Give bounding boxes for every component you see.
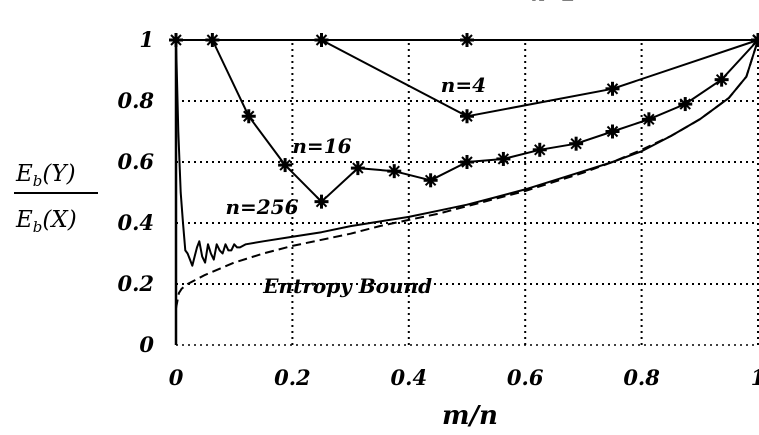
x-tick-label: 0.8 xyxy=(623,365,660,390)
tick-labels: 0 0.2 0.4 0.6 0.8 1 0 0.2 0.4 0.6 0.8 1 xyxy=(117,27,759,390)
series-n-256-line xyxy=(175,39,759,267)
y-tick-label: 0.8 xyxy=(117,88,154,113)
series-n-16-line xyxy=(211,39,759,203)
annotation-n-16: n=16 xyxy=(292,134,351,158)
y-tick-label: 0.6 xyxy=(117,149,154,174)
x-tick-label: 0.4 xyxy=(391,365,428,390)
series-n-16-point xyxy=(496,151,511,166)
series-n-16-point xyxy=(532,142,547,157)
annotation-n-2: n=2 xyxy=(531,0,576,5)
series-n-16-point xyxy=(460,155,474,169)
series-n-16-point xyxy=(350,161,365,176)
series-n-16-point xyxy=(314,194,329,209)
x-tick-label: 0.2 xyxy=(274,365,311,390)
annotation-entropy-bound: Entropy Bound xyxy=(262,274,432,298)
series-n-16-point xyxy=(241,109,256,124)
x-tick-label: 1 xyxy=(751,365,759,390)
annotations: n=2 n=4 n=16 n=256 Entropy Bound xyxy=(225,0,576,298)
series-n-4-point xyxy=(605,81,620,96)
series-n-16-point xyxy=(278,158,293,173)
series-n-16-point xyxy=(205,33,220,47)
y-axis-label: Eb(Y) Eb(X) xyxy=(14,161,98,236)
x-tick-label: 0.6 xyxy=(507,365,544,390)
series-n-16-point xyxy=(678,97,693,112)
series-n-16-point xyxy=(569,136,584,151)
annotation-n-256: n=256 xyxy=(225,195,298,219)
series-n-16-point xyxy=(387,164,402,179)
x-axis-label: m/n xyxy=(442,401,498,431)
series-entropy-bound-line xyxy=(175,39,759,309)
series-layer xyxy=(169,33,759,309)
y-tick-label: 1 xyxy=(139,27,154,52)
y-label-numerator: Eb(Y) xyxy=(15,161,76,190)
series-n-16-point xyxy=(714,72,729,87)
series-n-4-line xyxy=(321,39,759,118)
annotation-n-4: n=4 xyxy=(441,73,486,97)
x-tick-label: 0 xyxy=(169,365,184,390)
series-n-16-point xyxy=(605,124,620,139)
series-n-16-point xyxy=(423,173,438,188)
y-tick-label: 0.2 xyxy=(117,271,154,296)
series-n-2-point xyxy=(460,33,474,47)
y-tick-label: 0 xyxy=(139,332,154,357)
series-n-16-point xyxy=(641,112,656,127)
y-label-denominator: Eb(X) xyxy=(15,207,77,236)
y-tick-label: 0.4 xyxy=(117,210,154,235)
series-n-4-point xyxy=(314,33,329,47)
axes xyxy=(174,40,758,346)
series-n-4-point xyxy=(460,109,474,124)
